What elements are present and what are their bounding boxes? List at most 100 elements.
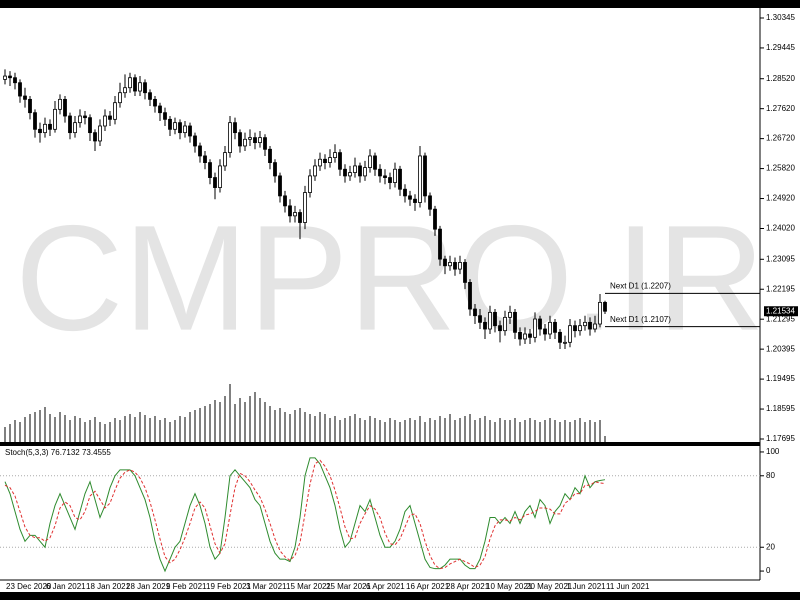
candle-body (223, 152, 227, 167)
y-tick-label: 1.28520 (766, 74, 795, 83)
level-label: Next D1 (1.2207) (610, 282, 671, 291)
last-price-label: 1.21534 (766, 306, 795, 315)
candle-body (118, 92, 122, 104)
y-tick-label: 80 (766, 471, 775, 480)
candle-body (138, 82, 142, 92)
candle-body (543, 328, 547, 335)
candle-body (333, 152, 337, 159)
candle-body (263, 137, 267, 150)
y-tick-label: 1.21295 (766, 314, 795, 323)
candle-body (298, 212, 302, 223)
y-tick-label: 1.24020 (766, 224, 795, 233)
candle-body (453, 262, 457, 270)
candle-body (388, 177, 392, 183)
candle-body (143, 82, 147, 94)
candle-body (383, 175, 387, 178)
candle-body (33, 112, 37, 130)
candle-body (368, 155, 372, 168)
x-tick-label: 19 Feb 2021 (206, 582, 251, 591)
candle-body (183, 125, 187, 134)
candle-body (443, 258, 447, 267)
x-tick-label: 23 Dec 2020 (6, 582, 52, 591)
candle-body (568, 325, 572, 343)
x-tick-label: 6 Apr 2021 (366, 582, 405, 591)
candle-body (428, 195, 432, 210)
y-tick-label: 0 (766, 566, 771, 575)
candle-body (13, 77, 17, 84)
candle-body (283, 195, 287, 207)
candle-body (188, 125, 192, 137)
candle-body (128, 77, 132, 89)
candle-body (393, 168, 397, 183)
candle-body (423, 155, 427, 197)
candle-body (213, 177, 217, 188)
x-tick-label: 16 Apr 2021 (406, 582, 450, 591)
candle-body (378, 168, 382, 177)
x-tick-label: 25 Mar 2021 (326, 582, 371, 591)
candle-body (308, 175, 312, 193)
watermark: CMPRO.IR (15, 194, 765, 362)
candle-body (8, 75, 12, 79)
candle-body (413, 198, 417, 203)
x-tick-label: 11 Jun 2021 (606, 582, 650, 591)
candle-body (498, 325, 502, 332)
candle-body (83, 115, 87, 119)
y-tick-label: 1.24920 (766, 194, 795, 203)
y-tick-label: 1.20395 (766, 344, 795, 353)
candle-body (3, 75, 7, 80)
candle-body (253, 137, 257, 144)
candle-body (563, 341, 567, 344)
candle-body (513, 311, 517, 333)
candle-body (353, 165, 357, 173)
candle-body (518, 331, 522, 340)
candle-body (433, 208, 437, 230)
stoch-line (4, 457, 606, 573)
candle-body (178, 122, 182, 134)
candle-body (273, 162, 277, 177)
candle-body (478, 315, 482, 323)
bottom-border (0, 592, 800, 600)
candle-body (323, 158, 327, 163)
candle-body (168, 118, 172, 130)
candle-body (578, 325, 582, 332)
x-tick-label: 3 Mar 2021 (246, 582, 287, 591)
candle-body (208, 162, 212, 178)
y-tick-label: 20 (766, 542, 775, 551)
y-tick-label: 1.18595 (766, 404, 795, 413)
x-tick-label: 15 Mar 2021 (286, 582, 331, 591)
candle-body (48, 123, 52, 130)
candle-body (528, 333, 532, 338)
y-tick-label: 1.19495 (766, 374, 795, 383)
candle-body (403, 188, 407, 197)
candle-body (68, 115, 72, 134)
candle-body (243, 138, 247, 147)
y-tick-label: 1.17695 (766, 434, 795, 443)
panel-separator (0, 442, 760, 446)
candle-body (458, 262, 462, 270)
candle-body (343, 168, 347, 177)
y-tick-label: 1.29445 (766, 43, 795, 52)
candle-body (203, 155, 207, 163)
candle-body (328, 157, 332, 163)
candle-body (358, 165, 362, 177)
x-tick-label: 28 Apr 2021 (446, 582, 490, 591)
candle-body (153, 98, 157, 107)
candle-body (233, 122, 237, 134)
top-border (0, 0, 800, 8)
candle-body (538, 318, 542, 330)
candle-body (583, 321, 587, 327)
y-tick-label: 100 (766, 447, 780, 456)
candle-body (148, 92, 152, 100)
x-tick-label: 6 Jan 2021 (46, 582, 86, 591)
candle-body (593, 323, 597, 330)
candle-body (303, 192, 307, 223)
level-label: Next D1 (1.2107) (610, 315, 671, 324)
candle-body (248, 137, 252, 140)
candle-body (338, 152, 342, 170)
candle-body (173, 122, 177, 130)
candle-body (163, 112, 167, 120)
y-tick-label: 1.22195 (766, 284, 795, 293)
candle-body (133, 77, 137, 92)
